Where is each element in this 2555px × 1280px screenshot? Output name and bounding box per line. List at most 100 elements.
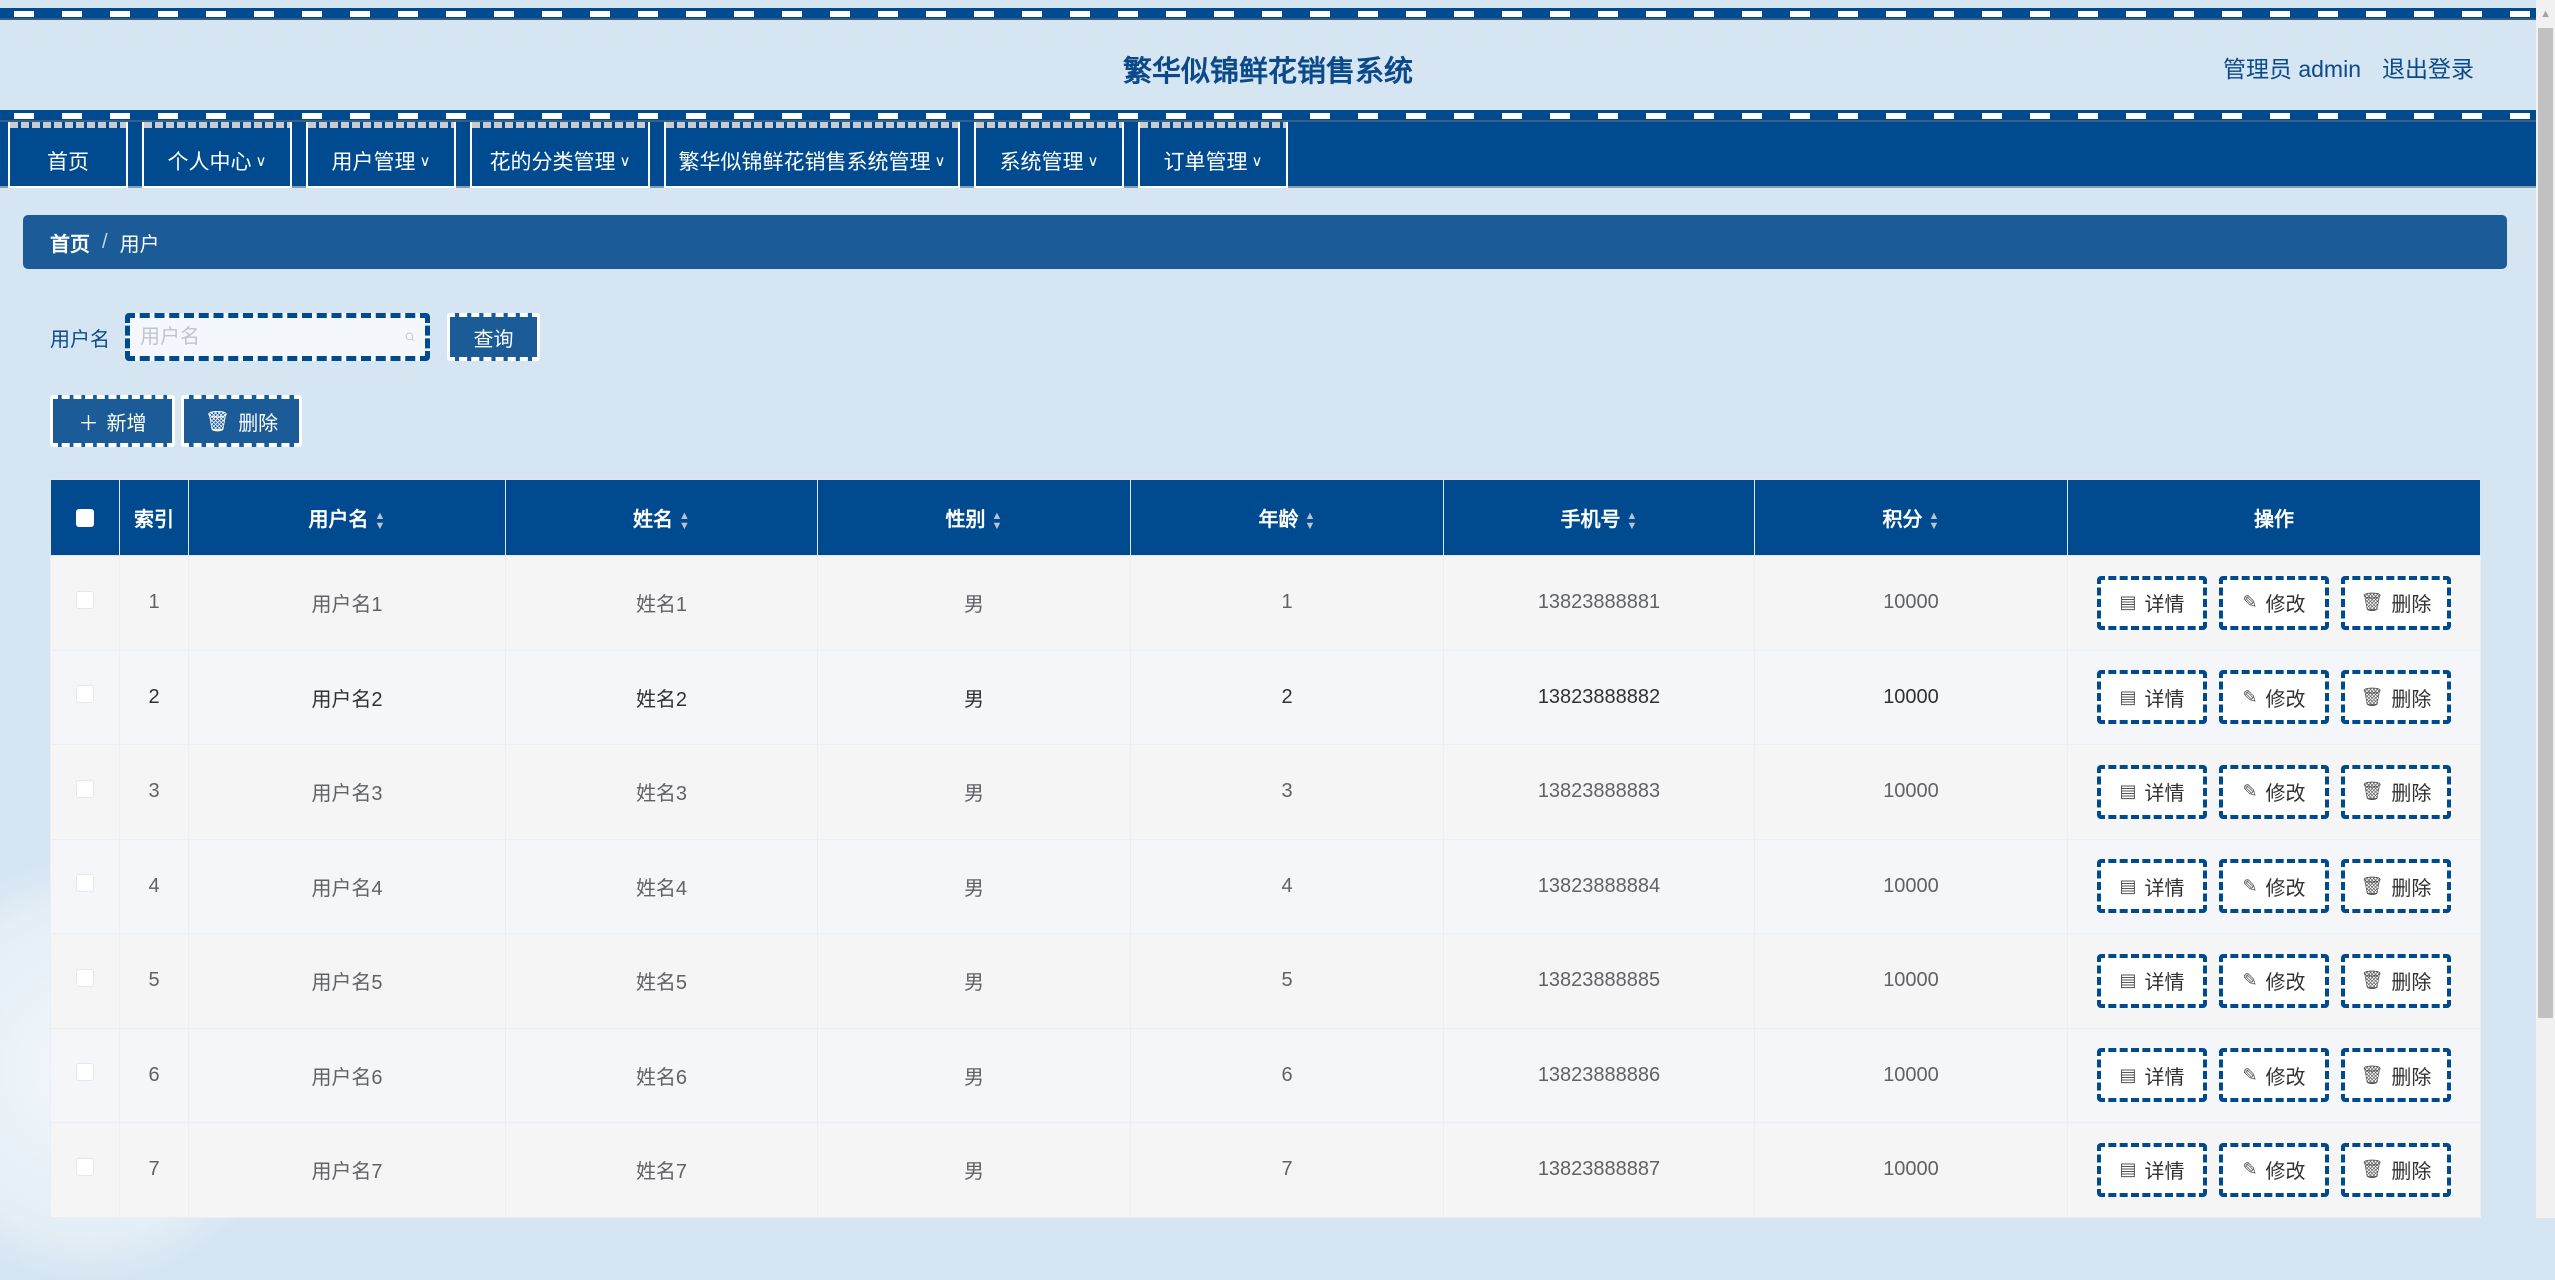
edit-button[interactable]: ✎ 修改 [2219, 670, 2329, 725]
row-checkbox[interactable] [76, 968, 94, 987]
document-icon: ▤ [2119, 781, 2137, 802]
table-row: 7 用户名7 姓名7 男 7 13823888887 10000 ▤ 详情 ✎ 修改 🗑 删除 [50, 1122, 2481, 1218]
chevron-down-icon: ∨ [255, 153, 267, 170]
dashed-strip-top [0, 8, 2536, 20]
nav-item-6[interactable]: 订单管理 ∨ [1138, 122, 1288, 188]
column-header[interactable]: 姓名 ▲ ▼ [505, 479, 818, 556]
row-checkbox[interactable] [76, 685, 94, 704]
scrollbar[interactable]: ▲ [2536, 0, 2555, 1218]
sort-icon[interactable]: ▲ ▼ [374, 509, 386, 532]
table-row: 2 用户名2 姓名2 男 2 13823888882 10000 ▤ 详情 ✎ 修改 🗑 删除 [50, 649, 2481, 745]
delete-button[interactable]: 🗑 删除 [2341, 575, 2451, 630]
table-cell: 用户名3 [188, 744, 506, 840]
table-header: 索引 用户名 ▲ ▼ 姓名 ▲ ▼ 性别 ▲ ▼ 年龄 ▲ ▼ 手机号 ▲ ▼ 积分 ▲ ▼ 操作 [50, 479, 2481, 556]
plus-icon: ＋ [78, 412, 99, 435]
delete-button[interactable]: 🗑 删除 [2341, 1048, 2451, 1103]
pencil-icon: ✎ [2242, 1064, 2258, 1085]
trash-icon: 🗑 [2360, 970, 2384, 991]
delete-button[interactable]: 🗑 删除 [2341, 953, 2451, 1008]
scrollbar-thumb[interactable] [2538, 28, 2553, 1018]
chevron-down-icon: ∨ [1087, 153, 1099, 170]
query-button[interactable]: 查询 [447, 313, 540, 361]
table-cell: 1 [1130, 555, 1444, 651]
table-cell: 2 [119, 649, 189, 745]
table-cell: 13823888885 [1443, 933, 1755, 1029]
table-cell: 13823888883 [1443, 744, 1755, 840]
chevron-down-icon: ∨ [419, 153, 431, 170]
batch-delete-button[interactable]: 🗑 删除 [181, 395, 302, 447]
table-cell: 10000 [1754, 1122, 2068, 1218]
nav-item-3[interactable]: 花的分类管理 ∨ [470, 122, 650, 188]
scroll-up-arrow-icon[interactable]: ▲ [2540, 8, 2551, 20]
select-all-checkbox[interactable] [50, 479, 120, 556]
table-cell: 1 [119, 555, 189, 651]
pencil-icon: ✎ [2242, 875, 2258, 896]
delete-button[interactable]: 🗑 删除 [2341, 1142, 2451, 1197]
column-header[interactable]: 用户名 ▲ ▼ [188, 479, 506, 556]
delete-button[interactable]: 🗑 删除 [2341, 764, 2451, 819]
detail-button[interactable]: ▤ 详情 [2097, 670, 2207, 725]
detail-button[interactable]: ▤ 详情 [2097, 1142, 2207, 1197]
edit-button[interactable]: ✎ 修改 [2219, 1048, 2329, 1103]
pencil-icon: ✎ [2242, 781, 2258, 802]
nav-item-4[interactable]: 繁华似锦鲜花销售系统管理 ∨ [664, 122, 960, 188]
delete-button[interactable]: 🗑 删除 [2341, 670, 2451, 725]
edit-button[interactable]: ✎ 修改 [2219, 575, 2329, 630]
table-cell: 男 [817, 1027, 1131, 1123]
row-checkbox[interactable] [76, 779, 94, 798]
table-cell: 6 [119, 1027, 189, 1123]
sort-icon[interactable]: ▲ ▼ [1304, 509, 1316, 532]
nav-item-5[interactable]: 系统管理 ∨ [974, 122, 1124, 188]
add-button[interactable]: ＋新增 [50, 395, 175, 447]
table-cell: 男 [817, 1122, 1131, 1218]
table-cell: 姓名4 [505, 838, 818, 934]
chevron-down-icon: ∨ [934, 153, 946, 170]
logout-link[interactable]: 退出登录 [2382, 56, 2474, 82]
column-header: 操作 [2067, 479, 2481, 556]
nav-item-1[interactable]: 个人中心 ∨ [142, 122, 292, 188]
table-row: 4 用户名4 姓名4 男 4 13823888884 10000 ▤ 详情 ✎ 修改 🗑 删除 [50, 838, 2481, 934]
table-cell: 6 [1130, 1027, 1444, 1123]
trash-icon: 🗑 [2360, 686, 2384, 707]
sort-icon[interactable]: ▲ ▼ [1626, 509, 1638, 532]
column-header[interactable]: 性别 ▲ ▼ [817, 479, 1131, 556]
detail-button[interactable]: ▤ 详情 [2097, 764, 2207, 819]
username-search-input[interactable] [140, 325, 405, 349]
table-row: 5 用户名5 姓名5 男 5 13823888885 10000 ▤ 详情 ✎ 修改 🗑 删除 [50, 933, 2481, 1029]
detail-button[interactable]: ▤ 详情 [2097, 1048, 2207, 1103]
table-cell: 姓名7 [505, 1122, 818, 1218]
table-cell: 用户名1 [188, 555, 506, 651]
edit-button[interactable]: ✎ 修改 [2219, 859, 2329, 914]
nav-item-0[interactable]: 首页 [8, 122, 128, 188]
edit-button[interactable]: ✎ 修改 [2219, 764, 2329, 819]
edit-button[interactable]: ✎ 修改 [2219, 953, 2329, 1008]
table-cell: 姓名2 [505, 649, 818, 745]
sort-icon[interactable]: ▲ ▼ [991, 509, 1003, 532]
table-cell: 用户名7 [188, 1122, 506, 1218]
nav-item-2[interactable]: 用户管理 ∨ [306, 122, 456, 188]
breadcrumb-home[interactable]: 首页 [50, 233, 90, 256]
table-row: 1 用户名1 姓名1 男 1 13823888881 10000 ▤ 详情 ✎ 修改 🗑 删除 [50, 555, 2481, 651]
detail-button[interactable]: ▤ 详情 [2097, 575, 2207, 630]
table-cell: 姓名6 [505, 1027, 818, 1123]
pencil-icon: ✎ [2242, 1159, 2258, 1180]
search-field[interactable] [125, 313, 430, 361]
sort-icon[interactable]: ▲ ▼ [679, 509, 690, 532]
detail-button[interactable]: ▤ 详情 [2097, 859, 2207, 914]
detail-button[interactable]: ▤ 详情 [2097, 953, 2207, 1008]
search-icon [405, 332, 415, 342]
sort-icon[interactable]: ▲ ▼ [1928, 509, 1940, 532]
delete-button[interactable]: 🗑 删除 [2341, 859, 2451, 914]
row-checkbox[interactable] [76, 1157, 94, 1176]
row-checkbox[interactable] [76, 1063, 94, 1082]
column-header[interactable]: 手机号 ▲ ▼ [1443, 479, 1755, 556]
table-cell: 用户名4 [188, 838, 506, 934]
table-cell: 10000 [1754, 933, 2068, 1029]
column-header[interactable]: 积分 ▲ ▼ [1754, 479, 2068, 556]
row-checkbox[interactable] [76, 874, 94, 893]
app-title: 繁华似锦鲜花销售系统 [1122, 56, 1413, 88]
table-cell: 7 [119, 1122, 189, 1218]
row-checkbox[interactable] [76, 590, 94, 609]
edit-button[interactable]: ✎ 修改 [2219, 1142, 2329, 1197]
column-header[interactable]: 年龄 ▲ ▼ [1130, 479, 1444, 556]
